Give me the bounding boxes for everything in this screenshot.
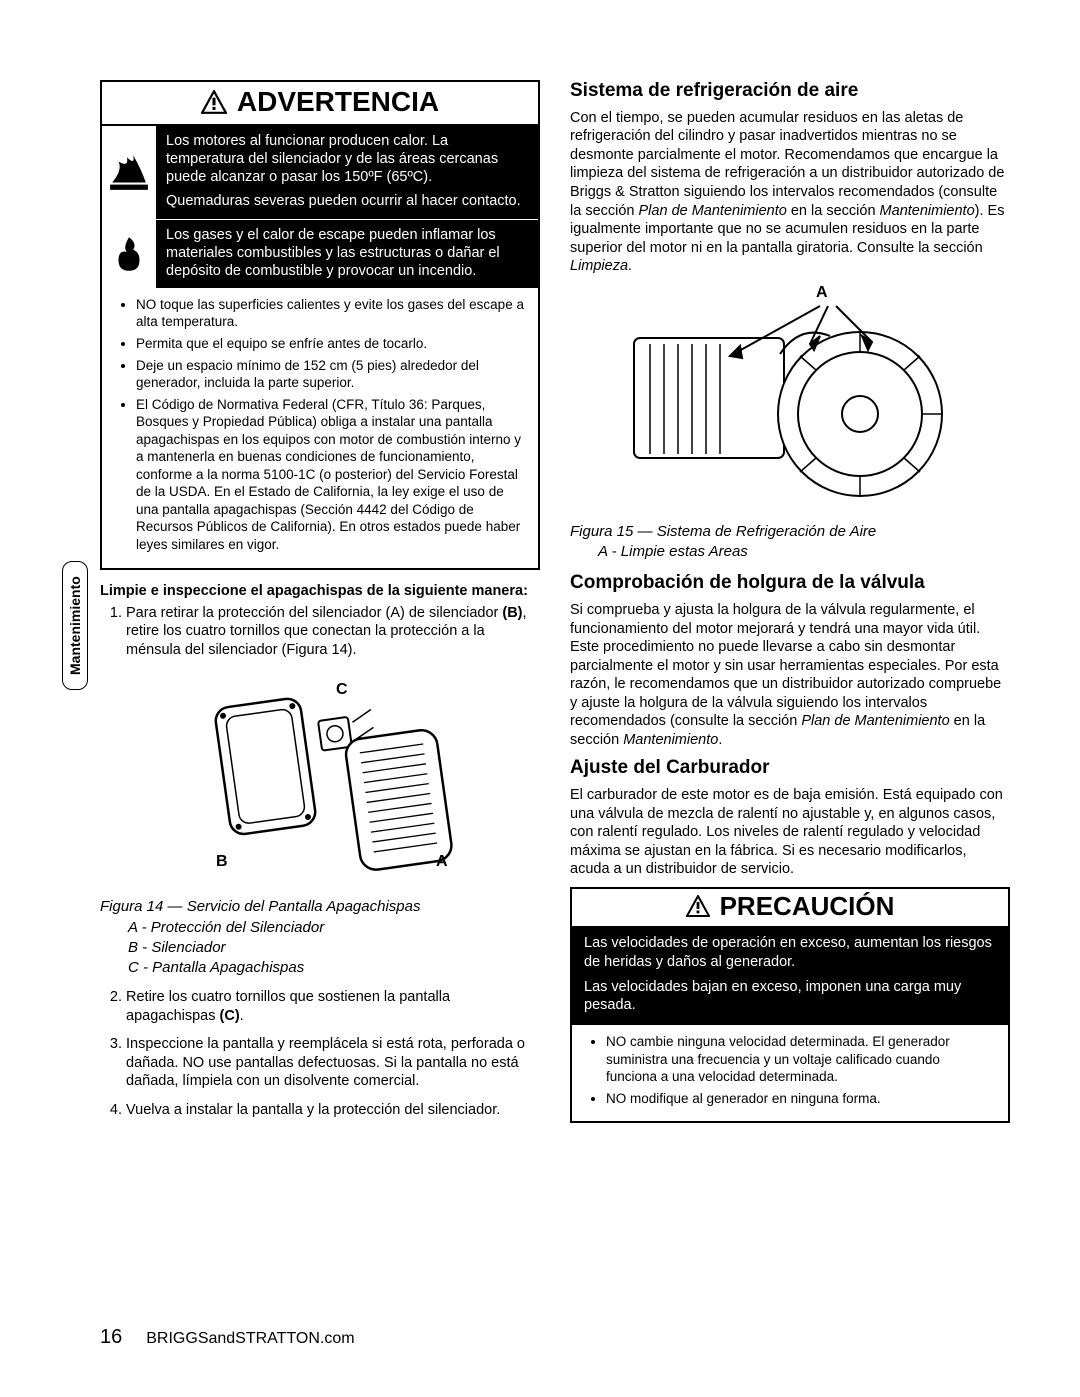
valve-paragraph: Si comprueba y ajusta la holgura de la v… xyxy=(570,601,1010,749)
step-2-a: Retire los cuatro tornillos que sostiene… xyxy=(126,989,450,1024)
warning-burn-p1: Los motores al funcionar producen calor.… xyxy=(166,132,528,186)
fig14-label-b: B xyxy=(216,853,228,871)
steps-list-first: Para retirar la protección del silenciad… xyxy=(100,604,540,660)
warning-row-burn-text: Los motores al funcionar producen calor.… xyxy=(156,126,538,219)
warning-bullets: NO toque las superficies calientes y evi… xyxy=(102,288,538,568)
heading-carb: Ajuste del Carburador xyxy=(570,757,1010,780)
precaution-title: PRECAUCIÓN xyxy=(572,889,1008,926)
valve-p-c: . xyxy=(718,732,722,748)
step-1-a: Para retirar la protección del silenciad… xyxy=(126,605,502,621)
instruction-lead: Limpie e inspeccione el apagachispas de … xyxy=(100,582,540,600)
burn-hazard-icon xyxy=(102,126,156,219)
fig14-legend-c: C - Pantalla Apagachispas xyxy=(128,958,540,978)
warning-bullet: Deje un espacio mínimo de 152 cm (5 pies… xyxy=(136,357,524,392)
step-2: Retire los cuatro tornillos que sostiene… xyxy=(126,988,540,1025)
section-tab: Mantenimiento xyxy=(62,561,88,690)
two-column-layout: ADVERTENCIA Los motores al funcionar pro… xyxy=(100,80,1010,1130)
alert-triangle-icon xyxy=(686,895,710,917)
cooling-p-b: en la sección xyxy=(787,203,880,219)
precaution-body: Las velocidades de operación en exceso, … xyxy=(572,926,1008,1025)
footer-site: BRIGGSandSTRATTON.com xyxy=(146,1330,354,1348)
figure-15-svg xyxy=(610,284,970,514)
warning-burn-p2: Quemaduras severas pueden ocurrir al hac… xyxy=(166,192,528,210)
fig14-caption-title: Figura 14 — Servicio del Pantalla Apagac… xyxy=(100,897,540,917)
warning-row-fire-text: Los gases y el calor de escape pueden in… xyxy=(156,220,538,288)
warning-bullet: Permita que el equipo se enfríe antes de… xyxy=(136,335,524,353)
precaution-body-p1: Las velocidades de operación en exceso, … xyxy=(584,934,996,972)
carb-paragraph: El carburador de este motor es de baja e… xyxy=(570,786,1010,879)
page-footer: 16 BRIGGSandSTRATTON.com xyxy=(100,1326,355,1349)
precaution-bullet: NO modifique al generador en ninguna for… xyxy=(606,1090,994,1108)
figure-14-caption: Figura 14 — Servicio del Pantalla Apagac… xyxy=(100,897,540,978)
valve-p-em2: Mantenimiento xyxy=(623,732,718,748)
precaution-box: PRECAUCIÓN Las velocidades de operación … xyxy=(570,887,1010,1124)
warning-title: ADVERTENCIA xyxy=(102,82,538,124)
precaution-bullet: NO cambie ninguna velocidad determinada.… xyxy=(606,1033,994,1086)
fire-hazard-icon xyxy=(102,220,156,288)
step-2-b: . xyxy=(240,1008,244,1024)
warning-fire-p1: Los gases y el calor de escape pueden in… xyxy=(166,226,528,280)
figure-15: A xyxy=(610,284,970,514)
heading-cooling: Sistema de refrigeración de aire xyxy=(570,80,1010,103)
figure-14: C B A xyxy=(180,669,460,889)
step-1: Para retirar la protección del silenciad… xyxy=(126,604,540,660)
step-2-bold: (C) xyxy=(220,1008,240,1024)
cooling-p-em3: Limpieza xyxy=(570,258,628,274)
fig14-label-a: A xyxy=(436,853,448,871)
fig15-caption-title: Figura 15 — Sistema de Refrigeración de … xyxy=(570,522,1010,542)
step-3: Inspeccione la pantalla y reemplácela si… xyxy=(126,1035,540,1091)
steps-list-rest: Retire los cuatro tornillos que sostiene… xyxy=(100,988,540,1119)
step-4: Vuelva a instalar la pantalla y la prote… xyxy=(126,1101,540,1120)
fig14-label-c: C xyxy=(336,681,348,699)
alert-triangle-icon xyxy=(201,90,227,114)
valve-p-em1: Plan de Mantenimiento xyxy=(801,713,949,729)
precaution-bullets: NO cambie ninguna velocidad determinada.… xyxy=(572,1025,1008,1121)
right-column: Sistema de refrigeración de aire Con el … xyxy=(570,80,1010,1130)
warning-row-burn: Los motores al funcionar producen calor.… xyxy=(102,124,538,219)
warning-box: ADVERTENCIA Los motores al funcionar pro… xyxy=(100,80,540,570)
precaution-title-text: PRECAUCIÓN xyxy=(720,891,895,922)
left-column: ADVERTENCIA Los motores al funcionar pro… xyxy=(100,80,540,1130)
warning-rows: Los motores al funcionar producen calor.… xyxy=(102,124,538,288)
precaution-body-p2: Las velocidades bajan en exceso, imponen… xyxy=(584,978,996,1016)
cooling-p-em1: Plan de Mantenimiento xyxy=(639,203,787,219)
warning-bullet: NO toque las superficies calientes y evi… xyxy=(136,296,524,331)
warning-title-text: ADVERTENCIA xyxy=(237,86,439,118)
cooling-paragraph: Con el tiempo, se pueden acumular residu… xyxy=(570,109,1010,276)
step-1-bold: (B) xyxy=(502,605,522,621)
fig15-legend: A - Limpie estas Areas xyxy=(570,542,1010,562)
heading-valve: Comprobación de holgura de la válvula xyxy=(570,572,1010,595)
page-number: 16 xyxy=(100,1326,122,1349)
warning-bullet: El Código de Normativa Federal (CFR, Tít… xyxy=(136,396,524,554)
cooling-p-d: . xyxy=(628,258,632,274)
valve-p-a: Si comprueba y ajusta la holgura de la v… xyxy=(570,602,1001,729)
fig14-legend-a: A - Protección del Silenciador xyxy=(128,918,540,938)
fig14-legend-b: B - Silenciador xyxy=(128,938,540,958)
cooling-p-em2: Mantenimiento xyxy=(880,203,975,219)
warning-row-fire: Los gases y el calor de escape pueden in… xyxy=(102,219,538,288)
fig15-label-a: A xyxy=(816,284,828,302)
figure-15-caption: Figura 15 — Sistema de Refrigeración de … xyxy=(570,522,1010,563)
